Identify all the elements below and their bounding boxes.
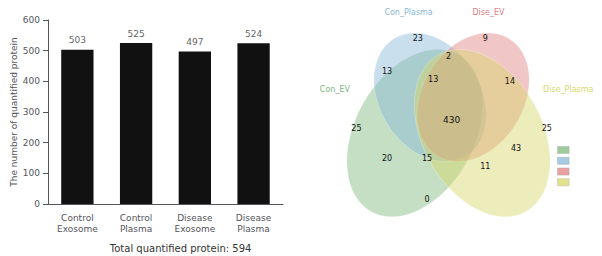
svg-text:430: 430 [443,115,460,125]
svg-text:497: 497 [186,37,203,47]
svg-text:Dise_Plasma: Dise_Plasma [543,85,593,94]
svg-text:0: 0 [34,199,40,209]
svg-text:9: 9 [483,34,488,43]
svg-text:600: 600 [23,15,40,25]
svg-text:Control: Control [120,213,153,223]
svg-text:0: 0 [424,195,429,204]
svg-text:503: 503 [69,35,86,45]
svg-text:14: 14 [505,77,515,86]
svg-text:20: 20 [382,154,392,163]
svg-text:The number of quantified prote: The number of quantified protein [9,37,19,188]
svg-text:525: 525 [128,29,145,39]
svg-text:Dise_EV: Dise_EV [472,8,505,17]
svg-text:Control: Control [61,213,94,223]
svg-text:200: 200 [23,138,40,148]
svg-text:Con_Plasma: Con_Plasma [384,8,432,17]
svg-text:500: 500 [23,46,40,56]
svg-text:Disease: Disease [177,213,213,223]
svg-text:25: 25 [542,124,552,133]
svg-text:25: 25 [351,124,361,133]
svg-text:11: 11 [480,162,490,171]
svg-text:23: 23 [413,34,423,43]
svg-text:Exosome: Exosome [57,224,98,234]
svg-text:300: 300 [23,107,40,117]
svg-text:Con_EV: Con_EV [320,85,351,94]
svg-text:15: 15 [422,154,432,163]
svg-text:400: 400 [23,76,40,86]
svg-text:Total quantified protein: 594: Total quantified protein: 594 [109,243,252,254]
svg-text:43: 43 [511,144,521,153]
svg-text:524: 524 [245,29,262,39]
svg-text:Disease: Disease [236,213,272,223]
svg-text:100: 100 [23,168,40,178]
svg-text:Plasma: Plasma [237,224,269,234]
svg-text:Plasma: Plasma [120,224,152,234]
svg-text:2: 2 [446,52,451,61]
svg-text:13: 13 [382,67,392,76]
svg-text:Exosome: Exosome [174,224,215,234]
svg-text:13: 13 [428,75,438,84]
